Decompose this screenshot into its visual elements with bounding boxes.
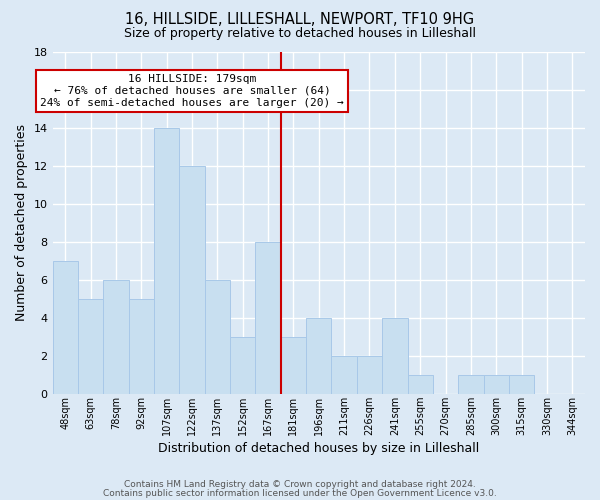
Bar bbox=[205, 280, 230, 394]
Text: Contains public sector information licensed under the Open Government Licence v3: Contains public sector information licen… bbox=[103, 488, 497, 498]
Bar bbox=[407, 375, 433, 394]
Bar bbox=[53, 261, 78, 394]
Y-axis label: Number of detached properties: Number of detached properties bbox=[15, 124, 28, 322]
Bar bbox=[382, 318, 407, 394]
Bar bbox=[458, 375, 484, 394]
Bar bbox=[357, 356, 382, 394]
Bar bbox=[78, 299, 103, 394]
Bar bbox=[331, 356, 357, 394]
X-axis label: Distribution of detached houses by size in Lilleshall: Distribution of detached houses by size … bbox=[158, 442, 479, 455]
Bar bbox=[281, 337, 306, 394]
Bar bbox=[230, 337, 256, 394]
Bar bbox=[509, 375, 534, 394]
Text: Size of property relative to detached houses in Lilleshall: Size of property relative to detached ho… bbox=[124, 28, 476, 40]
Text: 16 HILLSIDE: 179sqm
← 76% of detached houses are smaller (64)
24% of semi-detach: 16 HILLSIDE: 179sqm ← 76% of detached ho… bbox=[40, 74, 344, 108]
Bar bbox=[103, 280, 128, 394]
Bar bbox=[256, 242, 281, 394]
Text: Contains HM Land Registry data © Crown copyright and database right 2024.: Contains HM Land Registry data © Crown c… bbox=[124, 480, 476, 489]
Bar bbox=[179, 166, 205, 394]
Bar bbox=[128, 299, 154, 394]
Bar bbox=[306, 318, 331, 394]
Bar bbox=[484, 375, 509, 394]
Bar bbox=[154, 128, 179, 394]
Text: 16, HILLSIDE, LILLESHALL, NEWPORT, TF10 9HG: 16, HILLSIDE, LILLESHALL, NEWPORT, TF10 … bbox=[125, 12, 475, 28]
